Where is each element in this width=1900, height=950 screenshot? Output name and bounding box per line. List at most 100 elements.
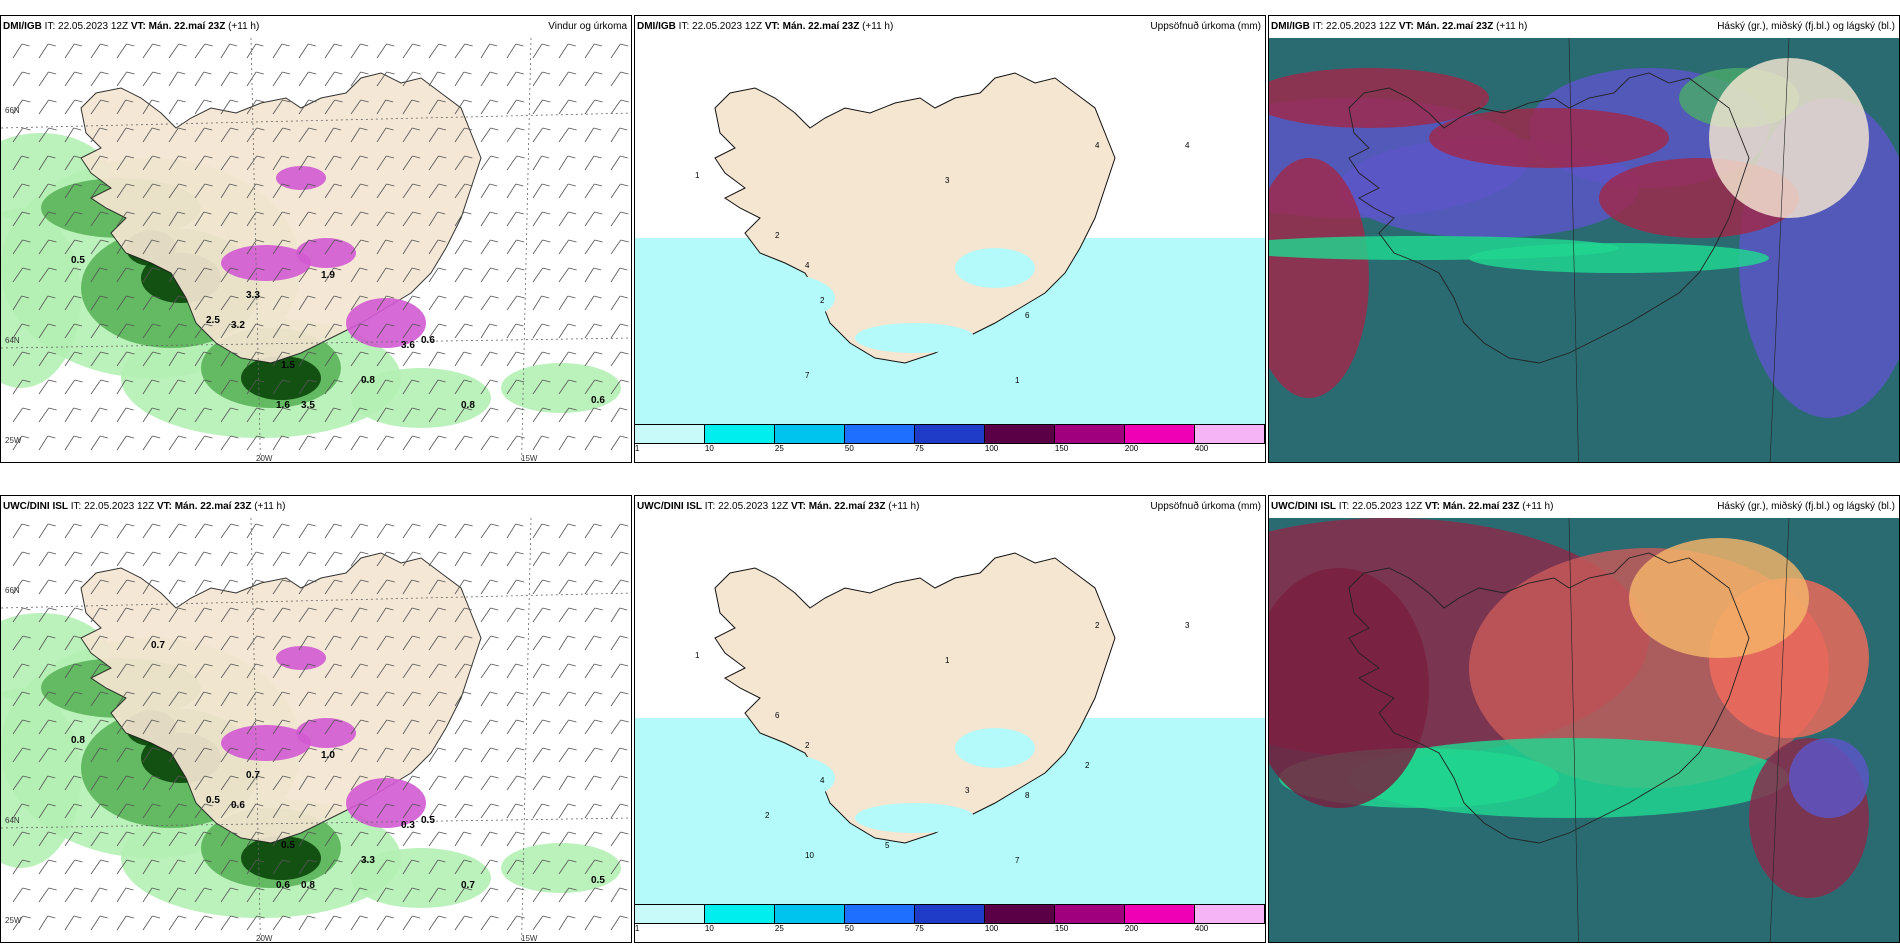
precip-value-label: 1.9 — [321, 270, 335, 281]
precip-value-label: 0.5 — [421, 815, 435, 826]
precip-value-label: 0.5 — [281, 840, 295, 851]
panel-meta: DMI/IGB IT: 22.05.2023 12Z VT: Mán. 22.m… — [1271, 16, 1527, 38]
init-time: IT: 22.05.2023 12Z — [675, 21, 765, 32]
precip-value-label: 0.3 — [401, 820, 415, 831]
precip-value-label: 2.5 — [206, 315, 220, 326]
accum-value-label: 1 — [1015, 376, 1020, 385]
colorbar-segment — [635, 905, 705, 923]
map-panel-accum: 1 3 4 4 4 2 2 1 6 7 DMI/IGB IT: 22.05.2023 12Z VT:… — [634, 15, 1266, 463]
panel-header: DMI/IGB IT: 22.05.2023 12Z VT: Mán. 22.m… — [1269, 16, 1899, 38]
panel-meta: UWC/DINI ISL IT: 22.05.2023 12Z VT: Mán.… — [1271, 496, 1553, 518]
accum-value-label: 1 — [695, 651, 700, 660]
accum-value-label: 7 — [805, 371, 810, 380]
axis-label: 64N — [5, 816, 20, 825]
accum-value-label: 6 — [775, 711, 780, 720]
colorbar-segment — [705, 425, 775, 443]
model-name: DMI/IGB — [3, 21, 42, 32]
colorbar-tick: 10 — [704, 924, 714, 933]
panel-title: Vindur og úrkoma — [548, 21, 627, 32]
axis-label: 25W — [5, 436, 22, 445]
accum-value-label: 1 — [945, 656, 950, 665]
precip-value-label: 0.7 — [461, 880, 475, 891]
panel-title: Uppsöfnuð úrkoma (mm) — [1150, 501, 1261, 512]
axis-label: 66N — [5, 586, 20, 595]
accum-value-label: 2 — [775, 231, 780, 240]
colorbar-segment — [775, 425, 845, 443]
colorbar-tick: 10 — [704, 444, 714, 453]
model-name: UWC/DINI ISL — [637, 501, 702, 512]
accum-value-label: 4 — [1095, 141, 1100, 150]
axis-label: 20W — [256, 934, 273, 943]
precip-value-label: 0.8 — [461, 400, 475, 411]
colorbar-segment — [1055, 905, 1125, 923]
precip-value-label: 0.7 — [246, 770, 260, 781]
colorbar-segment — [985, 425, 1055, 443]
panel-header: UWC/DINI ISL IT: 22.05.2023 12Z VT: Mán.… — [1269, 496, 1899, 518]
colorbar-tick: 100 — [984, 924, 999, 933]
accum-value-label: 2 — [805, 741, 810, 750]
map-panel-cloud: DMI/IGB IT: 22.05.2023 12Z VT: Mán. 22.m… — [1268, 15, 1900, 463]
accum-value-label: 4 — [820, 776, 825, 785]
accum-value-label: 4 — [805, 261, 810, 270]
precip-value-label: 3.6 — [401, 340, 415, 351]
precip-value-label: 1.0 — [321, 750, 335, 761]
precip-value-label: 0.8 — [361, 375, 375, 386]
valid-time: VT: Mán. 22.maí 23Z — [1424, 501, 1520, 512]
valid-time: VT: Mán. 22.maí 23Z — [156, 501, 252, 512]
axis-label: 64N — [5, 336, 20, 345]
init-time: IT: 22.05.2023 12Z — [68, 501, 157, 512]
colorbar-tick: 150 — [1054, 924, 1069, 933]
accum-value-label: 10 — [805, 851, 814, 860]
colorbar-swatches — [635, 424, 1265, 444]
colorbar-segment — [705, 905, 775, 923]
map-canvas: 0.8 0.7 0.6 0.5 0.5 3.3 0.7 0.5 1.0 0.3 0.8 0.6 0.5 0… — [1, 518, 631, 942]
accum-value-label: 2 — [1095, 621, 1100, 630]
precip-value-label: 3.3 — [361, 855, 375, 866]
panel-title: Uppsöfnuð úrkoma (mm) — [1150, 21, 1261, 32]
map-panel-wind: 0.5 3.3 3.2 2.5 1.5 0.8 0.8 0.6 1.9 3.6 3.5 1.6 0.6 D… — [0, 15, 632, 463]
colorbar-tick: 25 — [774, 444, 784, 453]
map-panel-wind: 0.8 0.7 0.6 0.5 0.5 3.3 0.7 0.5 1.0 0.3 0.8 0.6 0.5 0… — [0, 495, 632, 943]
precip-value-label: 0.5 — [591, 875, 605, 886]
valid-time: VT: Mán. 22.maí 23Z — [764, 21, 860, 32]
init-time: IT: 22.05.2023 12Z — [702, 501, 791, 512]
init-time: IT: 22.05.2023 12Z — [1336, 501, 1425, 512]
precip-value-label: 0.6 — [276, 880, 290, 891]
lead-time: (+11 h) — [885, 501, 920, 512]
colorbar-tick: 400 — [1194, 924, 1209, 933]
init-time: IT: 22.05.2023 12Z — [1309, 21, 1399, 32]
map-canvas: 1 1 2 3 2 4 6 7 8 10 3 2 5 2 — [635, 552, 1265, 906]
accum-value-label: 6 — [1025, 311, 1030, 320]
map-canvas: 1 3 4 4 4 2 2 1 6 7 — [635, 72, 1265, 426]
precip-value-label: 0.5 — [71, 255, 85, 266]
panel-meta: DMI/IGB IT: 22.05.2023 12Z VT: Mán. 22.m… — [637, 16, 893, 38]
panel-title: Háský (gr.), miðský (fj.bl.) og lágský (… — [1717, 501, 1895, 512]
accum-value-label: 3 — [945, 176, 950, 185]
map-panel-cloud: UWC/DINI ISL IT: 22.05.2023 12Z VT: Mán.… — [1268, 495, 1900, 943]
precip-value-label: 3.5 — [301, 400, 315, 411]
panel-header: DMI/IGB IT: 22.05.2023 12Z VT: Mán. 22.m… — [1, 16, 631, 38]
axis-label: 15W — [521, 934, 538, 943]
colorbar: 1 10 25 50 75 100 150 200 400 — [635, 904, 1265, 942]
accum-value-label: 2 — [1085, 761, 1090, 770]
accum-value-label: 7 — [1015, 856, 1020, 865]
colorbar-segment — [845, 905, 915, 923]
map-canvas: 0.5 3.3 3.2 2.5 1.5 0.8 0.8 0.6 1.9 3.6 3.5 1.6 0.6 — [1, 38, 631, 462]
colorbar-tick: 200 — [1124, 444, 1139, 453]
colorbar-tick: 1 — [634, 924, 640, 933]
colorbar-segment — [915, 425, 985, 443]
colorbar: 1 10 25 50 75 100 150 200 400 — [635, 424, 1265, 462]
accum-value-label: 1 — [695, 171, 700, 180]
panel-meta: UWC/DINI ISL IT: 22.05.2023 12Z VT: Mán.… — [637, 496, 919, 518]
colorbar-tick: 75 — [914, 444, 924, 453]
model-name: UWC/DINI ISL — [1271, 501, 1336, 512]
precip-value-label: 0.6 — [591, 395, 605, 406]
colorbar-segment — [845, 425, 915, 443]
panel-header: UWC/DINI ISL IT: 22.05.2023 12Z VT: Mán.… — [635, 496, 1265, 518]
colorbar-segment — [1125, 425, 1195, 443]
accum-value-label: 3 — [1185, 621, 1190, 630]
lead-time: (+11 h) — [251, 501, 286, 512]
colorbar-tick: 75 — [914, 924, 924, 933]
colorbar-segment — [775, 905, 845, 923]
map-canvas — [1269, 38, 1899, 462]
